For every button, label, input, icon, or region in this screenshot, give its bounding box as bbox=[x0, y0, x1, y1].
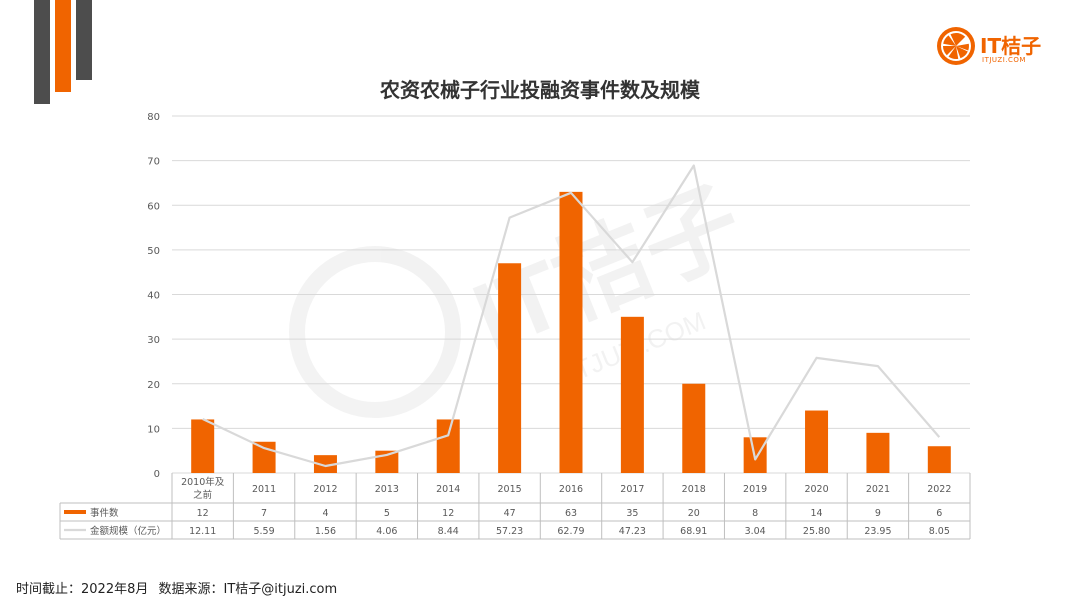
bar-data-label: 47 bbox=[504, 508, 516, 519]
y-tick-label: 70 bbox=[147, 157, 160, 168]
line-data-label: 1.56 bbox=[315, 526, 336, 537]
bar-data-label: 12 bbox=[442, 508, 454, 519]
x-category-label: 2020 bbox=[804, 484, 828, 495]
bar-2012 bbox=[313, 455, 337, 473]
bar-2022 bbox=[927, 446, 951, 473]
x-category-label: 2016 bbox=[559, 484, 583, 495]
decor-bar-dark-2 bbox=[76, 0, 92, 80]
x-category-label: 2013 bbox=[375, 484, 399, 495]
watermark: IT桔子 ITJUZI.COM bbox=[289, 168, 756, 418]
bar-data-label: 35 bbox=[626, 508, 638, 519]
bar-2014 bbox=[436, 419, 460, 473]
orange-slice-icon bbox=[937, 27, 975, 65]
bar-2016 bbox=[559, 191, 583, 474]
line-data-label: 4.06 bbox=[376, 526, 397, 537]
decor-bar-orange bbox=[55, 0, 71, 92]
x-category-label: 2015 bbox=[498, 484, 522, 495]
line-data-label: 3.04 bbox=[745, 526, 766, 537]
legend-swatch-bar bbox=[64, 510, 86, 514]
line-data-label: 8.05 bbox=[929, 526, 950, 537]
line-data-label: 12.11 bbox=[189, 526, 216, 537]
x-category-label: 2012 bbox=[313, 484, 337, 495]
y-tick-label: 10 bbox=[147, 424, 160, 435]
x-category-label: 2021 bbox=[866, 484, 890, 495]
line-data-label: 5.59 bbox=[253, 526, 274, 537]
logo-subtext: ITJUZI.COM bbox=[982, 56, 1026, 64]
bar-2010年及之前 bbox=[191, 419, 215, 473]
y-tick-label: 80 bbox=[147, 112, 160, 123]
bar-2011 bbox=[252, 441, 276, 473]
bar-2020 bbox=[805, 410, 829, 473]
bar-data-label: 63 bbox=[565, 508, 577, 519]
line-data-label: 8.44 bbox=[438, 526, 459, 537]
y-tick-label: 20 bbox=[147, 380, 160, 391]
line-data-label: 25.80 bbox=[803, 526, 830, 537]
x-category-label-cont: 之前 bbox=[193, 489, 212, 501]
line-data-label: 47.23 bbox=[619, 526, 646, 537]
bar-2018 bbox=[682, 383, 706, 473]
x-category-label: 2010年及 bbox=[181, 476, 225, 488]
x-category-label: 2022 bbox=[927, 484, 951, 495]
chart-title: 农资农械子行业投融资事件数及规模 bbox=[380, 78, 700, 102]
x-category-label: 2011 bbox=[252, 484, 276, 495]
y-tick-label: 40 bbox=[147, 291, 160, 302]
line-data-label: 23.95 bbox=[864, 526, 891, 537]
bar-data-label: 5 bbox=[384, 508, 390, 519]
y-tick-label: 30 bbox=[147, 335, 160, 346]
y-tick-label: 60 bbox=[147, 201, 160, 212]
bar-data-label: 6 bbox=[936, 508, 942, 519]
y-tick-label: 0 bbox=[154, 469, 160, 480]
line-data-label: 68.91 bbox=[680, 526, 707, 537]
data-source: 数据来源：IT桔子@itjuzi.com bbox=[158, 582, 338, 597]
x-category-label: 2019 bbox=[743, 484, 767, 495]
bar-data-label: 9 bbox=[875, 508, 881, 519]
itjuzi-logo: IT桔子 ITJUZI.COM bbox=[936, 26, 1056, 70]
y-tick-label: 50 bbox=[147, 246, 160, 257]
bar-2015 bbox=[498, 263, 522, 473]
bar-data-label: 14 bbox=[810, 508, 822, 519]
legend-label-line: 金额规模（亿元） bbox=[90, 525, 166, 537]
logo-text: IT桔子 bbox=[980, 34, 1042, 58]
line-data-label: 57.23 bbox=[496, 526, 523, 537]
line-data-label: 62.79 bbox=[557, 526, 584, 537]
bar-data-label: 4 bbox=[322, 508, 328, 519]
footer: 时间截止：2022年8月 数据来源：IT桔子@itjuzi.com bbox=[16, 578, 343, 597]
x-category-label: 2014 bbox=[436, 484, 460, 495]
bar-data-label: 7 bbox=[261, 508, 267, 519]
bar-data-label: 20 bbox=[688, 508, 700, 519]
x-category-label: 2017 bbox=[620, 484, 644, 495]
bar-data-label: 8 bbox=[752, 508, 758, 519]
bar-data-label: 12 bbox=[197, 508, 209, 519]
bar-2021 bbox=[866, 432, 890, 473]
legend-label-bar: 事件数 bbox=[90, 507, 119, 519]
cutoff-date: 时间截止：2022年8月 bbox=[16, 582, 149, 597]
x-category-label: 2018 bbox=[682, 484, 706, 495]
decor-bar-dark-1 bbox=[34, 0, 50, 104]
bar-2017 bbox=[620, 316, 644, 473]
